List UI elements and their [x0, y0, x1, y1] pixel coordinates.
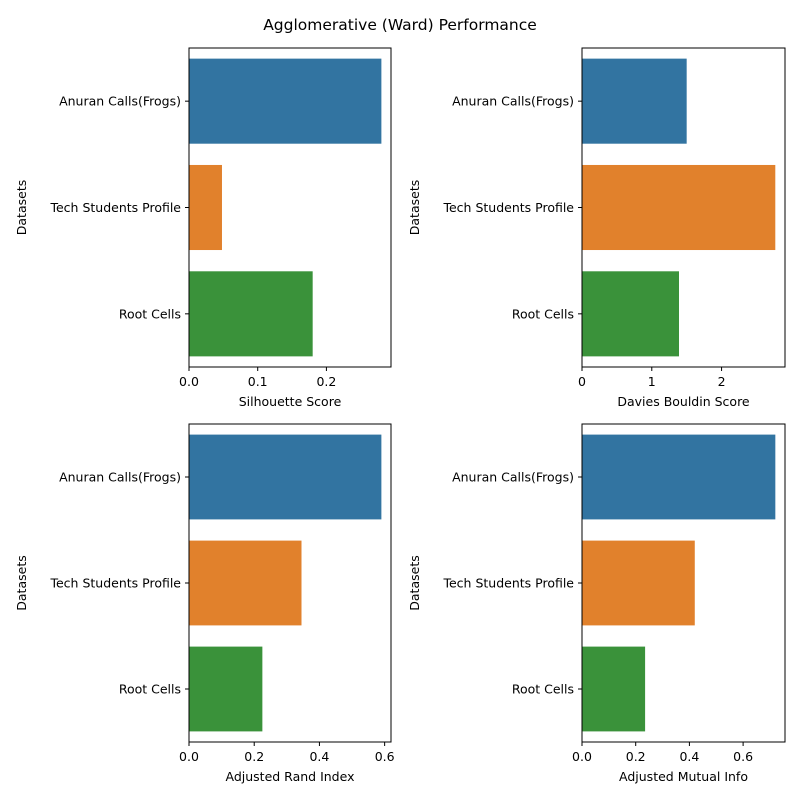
bar-tech-students-profile: [189, 164, 222, 251]
bar-tech-students-profile: [582, 164, 776, 251]
y-tick-label: Root Cells: [119, 682, 181, 697]
x-tick-label: 0.0: [179, 749, 199, 764]
bar-anuran-calls-frogs: [582, 58, 687, 144]
x-axis-label: Davies Bouldin Score: [617, 394, 750, 409]
bar-root-cells: [189, 646, 263, 732]
y-tick-label: Tech Students Profile: [442, 200, 574, 215]
x-axis-label: Adjusted Mutual Info: [619, 769, 748, 784]
bar-root-cells: [582, 271, 679, 357]
bar-anuran-calls-frogs: [189, 58, 382, 144]
x-tick-label: 0.0: [179, 374, 199, 389]
y-tick-label: Root Cells: [119, 306, 181, 321]
y-tick-label: Root Cells: [512, 306, 574, 321]
x-tick-label: 0.2: [244, 749, 264, 764]
y-axis-label: Datasets: [407, 180, 422, 235]
x-tick-label: 0.2: [626, 749, 646, 764]
x-tick-label: 0.2: [316, 374, 336, 389]
y-axis-label: Datasets: [407, 555, 422, 610]
y-axis-label: Datasets: [14, 555, 29, 610]
y-tick-label: Anuran Calls(Frogs): [59, 94, 181, 109]
subplot-silhouette: Anuran Calls(Frogs) Tech Students Profile…: [14, 47, 392, 409]
y-tick-label: Tech Students Profile: [49, 200, 181, 215]
axes-frame: [188, 423, 392, 743]
x-tick-label: 0.4: [309, 749, 329, 764]
x-tick-label: 0.1: [248, 374, 268, 389]
x-axis-label: Silhouette Score: [239, 394, 342, 409]
axes-frame: [581, 47, 786, 368]
y-tick-label: Anuran Calls(Frogs): [452, 470, 574, 485]
bar-root-cells: [582, 646, 646, 732]
x-tick-label: 0.6: [733, 749, 753, 764]
y-tick-label: Anuran Calls(Frogs): [59, 470, 181, 485]
figure-title: Agglomerative (Ward) Performance: [263, 16, 537, 34]
bar-tech-students-profile: [189, 540, 302, 626]
subplot-adjusted-mutual-info: Anuran Calls(Frogs) Tech Students Profile…: [407, 423, 786, 784]
x-axis-label: Adjusted Rand Index: [226, 769, 355, 784]
axes-frame: [188, 47, 392, 368]
axes-frame: [581, 423, 786, 743]
bar-anuran-calls-frogs: [582, 434, 776, 520]
bar-root-cells: [189, 271, 313, 357]
subplot-davies-bouldin: Anuran Calls(Frogs) Tech Students Profile…: [407, 47, 786, 409]
y-tick-label: Root Cells: [512, 682, 574, 697]
y-tick-label: Anuran Calls(Frogs): [452, 94, 574, 109]
bar-anuran-calls-frogs: [189, 434, 382, 520]
bar-tech-students-profile: [582, 540, 695, 626]
subplot-adjusted-rand-index: Anuran Calls(Frogs) Tech Students Profile…: [14, 423, 395, 784]
y-axis-label: Datasets: [14, 180, 29, 235]
x-tick-label: 1: [648, 374, 656, 389]
x-tick-label: 0: [578, 374, 586, 389]
y-tick-label: Tech Students Profile: [442, 576, 574, 591]
x-tick-label: 0.6: [375, 749, 395, 764]
x-tick-label: 2: [718, 374, 726, 389]
y-tick-label: Tech Students Profile: [49, 576, 181, 591]
x-tick-label: 0.0: [572, 749, 592, 764]
x-tick-label: 0.4: [679, 749, 699, 764]
